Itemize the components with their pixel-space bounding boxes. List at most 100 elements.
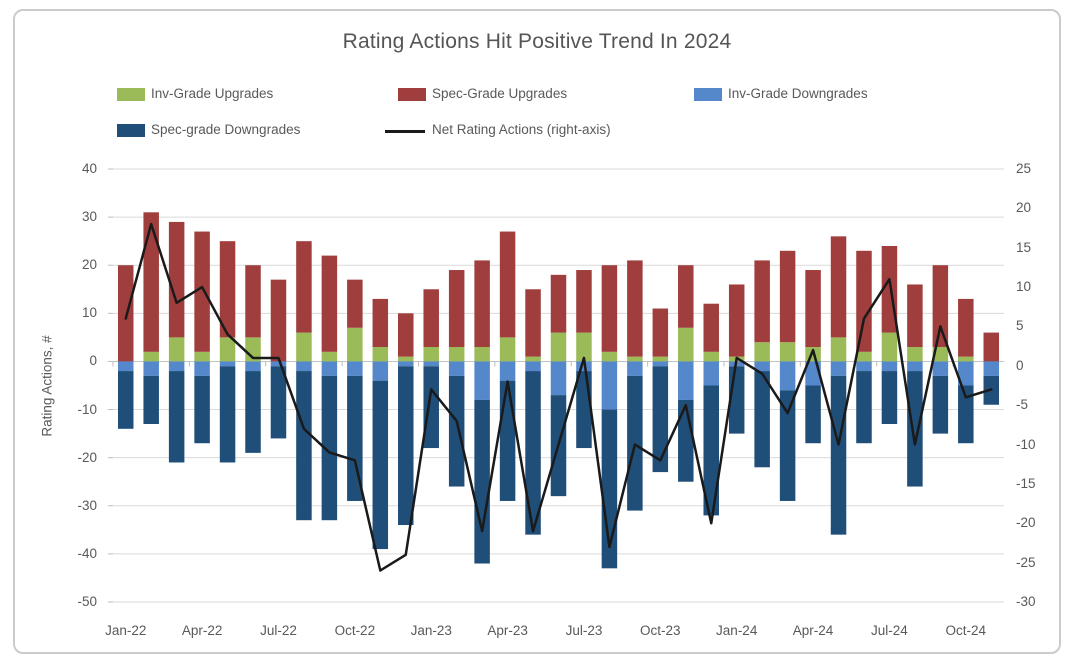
bar-spec-grade-upgrades: [398, 313, 414, 357]
left-axis-tick-label: -40: [77, 545, 97, 561]
left-axis-tick-label: -50: [77, 594, 97, 609]
plot-area: [108, 168, 1004, 603]
bar-inv-grade-downgrades: [983, 361, 1000, 376]
bar-spec-grade-upgrades: [856, 250, 872, 352]
bar-inv-grade-downgrades: [932, 361, 949, 376]
bar-spec-grade-downgrades: [856, 371, 872, 444]
bar-spec-grade-downgrades: [678, 399, 694, 482]
bar-inv-grade-downgrades: [779, 361, 796, 391]
left-axis-tick-label: -30: [77, 497, 97, 513]
bar-inv-grade-upgrades: [601, 351, 618, 362]
x-axis-tick-label: Jul-24: [871, 623, 908, 638]
bar-inv-grade-upgrades: [143, 351, 159, 362]
bar-inv-grade-upgrades: [703, 351, 719, 362]
bar-spec-grade-upgrades: [652, 308, 669, 357]
bar-inv-grade-upgrades: [932, 347, 949, 362]
bar-inv-grade-downgrades: [627, 361, 643, 376]
bar-spec-grade-upgrades: [423, 289, 439, 348]
bar-inv-grade-downgrades: [856, 361, 872, 372]
bar-inv-grade-upgrades: [194, 351, 210, 362]
bar-spec-grade-upgrades: [372, 298, 389, 348]
bar-inv-grade-upgrades: [168, 337, 185, 362]
y-axis-title: Rating Actions, #: [39, 335, 55, 437]
right-axis-tick-label: 20: [1016, 200, 1032, 216]
bar-spec-grade-downgrades: [372, 380, 389, 550]
bar-inv-grade-upgrades: [321, 351, 338, 362]
net-line-swatch-icon: [385, 130, 425, 133]
bar-inv-grade-upgrades: [958, 356, 974, 362]
bar-spec-grade-upgrades: [576, 270, 592, 333]
legend-item-inv-grade-upgrades: Inv-Grade Upgrades: [151, 86, 274, 101]
bar-inv-grade-upgrades: [219, 337, 236, 362]
bar-spec-grade-downgrades: [168, 371, 185, 463]
x-axis-tick-label: Jul-23: [565, 623, 603, 638]
bar-inv-grade-upgrades: [907, 347, 923, 362]
bar-spec-grade-downgrades: [830, 375, 847, 535]
bar-inv-grade-downgrades: [270, 361, 287, 367]
bar-spec-grade-upgrades: [627, 260, 643, 357]
bar-spec-grade-downgrades: [627, 375, 643, 511]
legend-item-spec-grade-downgrades: Spec-grade Downgrades: [151, 122, 301, 137]
bar-spec-grade-downgrades: [448, 375, 465, 487]
bar-inv-grade-downgrades: [194, 361, 210, 376]
right-axis-tick-label: 0: [1016, 357, 1024, 373]
bar-spec-grade-downgrades: [754, 371, 770, 468]
bar-spec-grade-upgrades: [805, 270, 821, 348]
bar-spec-grade-upgrades: [219, 241, 236, 338]
right-axis-tick-label: 10: [1016, 279, 1032, 295]
bar-spec-grade-downgrades: [296, 371, 312, 521]
bar-spec-grade-downgrades: [525, 371, 541, 535]
bar-inv-grade-downgrades: [499, 361, 516, 381]
bar-spec-grade-upgrades: [678, 265, 694, 328]
bar-spec-grade-upgrades: [728, 284, 745, 357]
bar-spec-grade-downgrades: [932, 375, 949, 434]
bar-spec-grade-downgrades: [907, 371, 923, 487]
inv-grade-upgrades-swatch-icon: [117, 88, 145, 101]
bar-spec-grade-downgrades: [245, 371, 261, 453]
x-axis-tick-label: Jan-22: [105, 623, 147, 638]
bar-inv-grade-downgrades: [448, 361, 465, 376]
bar-inv-grade-upgrades: [678, 327, 694, 362]
bar-inv-grade-downgrades: [219, 361, 236, 367]
bar-inv-grade-downgrades: [830, 361, 847, 376]
bar-inv-grade-downgrades: [525, 361, 541, 372]
bar-spec-grade-downgrades: [703, 385, 719, 516]
right-axis-tick-label: -25: [1016, 554, 1036, 570]
right-axis-tick-label: 5: [1016, 318, 1024, 334]
right-axis-tick-label: -15: [1016, 475, 1036, 491]
bar-spec-grade-upgrades: [499, 231, 516, 338]
right-axis-tick-label: -20: [1016, 515, 1036, 531]
bar-spec-grade-downgrades: [347, 375, 363, 501]
bar-inv-grade-downgrades: [168, 361, 185, 372]
bar-inv-grade-downgrades: [907, 361, 923, 372]
bar-spec-grade-downgrades: [398, 366, 414, 526]
bar-inv-grade-upgrades: [372, 347, 389, 362]
bar-inv-grade-downgrades: [347, 361, 363, 376]
bar-spec-grade-upgrades: [932, 265, 949, 348]
bar-inv-grade-downgrades: [296, 361, 312, 372]
bar-inv-grade-downgrades: [958, 361, 974, 386]
bar-spec-grade-upgrades: [270, 279, 287, 362]
bar-spec-grade-downgrades: [143, 375, 159, 424]
bar-inv-grade-upgrades: [652, 356, 669, 362]
bar-spec-grade-downgrades: [958, 385, 974, 444]
chart-title: Rating Actions Hit Positive Trend In 202…: [342, 30, 732, 53]
bar-inv-grade-downgrades: [398, 361, 414, 367]
bar-spec-grade-downgrades: [652, 366, 669, 473]
bar-spec-grade-downgrades: [423, 366, 439, 449]
x-axis-tick-label: Oct-24: [945, 623, 987, 638]
bar-inv-grade-upgrades: [856, 351, 872, 362]
x-axis-tick-label: Oct-22: [334, 623, 376, 638]
right-axis-tick-label: 25: [1016, 161, 1032, 176]
bar-spec-grade-upgrades: [117, 265, 134, 362]
bar-spec-grade-upgrades: [983, 332, 1000, 362]
bar-spec-grade-upgrades: [194, 231, 210, 352]
bar-inv-grade-upgrades: [474, 347, 490, 362]
bar-spec-grade-upgrades: [830, 236, 847, 338]
bar-spec-grade-downgrades: [499, 380, 516, 501]
bar-spec-grade-downgrades: [576, 371, 592, 449]
bar-inv-grade-upgrades: [576, 332, 592, 362]
bar-inv-grade-upgrades: [499, 337, 516, 362]
bar-inv-grade-downgrades: [881, 361, 898, 372]
